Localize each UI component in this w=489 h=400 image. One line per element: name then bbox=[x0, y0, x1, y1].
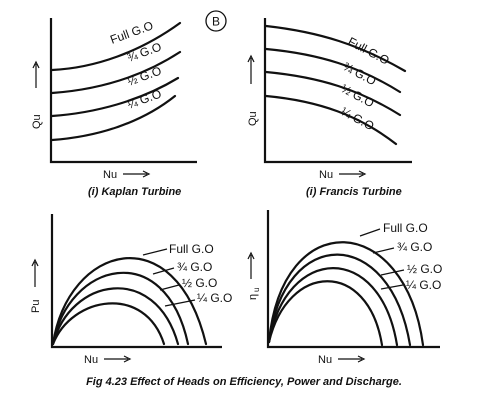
badge: B bbox=[205, 10, 227, 32]
badge-label: B bbox=[212, 15, 220, 29]
power-label-full: Full G.O bbox=[169, 242, 214, 256]
power-curve-3q bbox=[51, 271, 190, 346]
power-label-3q: ¾ G.O bbox=[177, 260, 212, 274]
efficiency-curve-half bbox=[267, 267, 399, 347]
efficiency-ylabel: η u bbox=[247, 288, 261, 300]
kaplan-x-arrow bbox=[123, 170, 151, 178]
power-label-quarter: ¼ G.O bbox=[197, 291, 232, 305]
efficiency-curve-full bbox=[267, 241, 425, 347]
efficiency-pointers bbox=[359, 228, 405, 290]
kaplan-curve-full bbox=[50, 21, 182, 72]
kaplan-curve-half bbox=[50, 76, 180, 118]
francis-x-arrow bbox=[339, 170, 367, 178]
efficiency-x-arrow bbox=[338, 355, 366, 363]
francis-label-quarter: ¼ G.O bbox=[339, 104, 377, 133]
figure-caption: Fig 4.23 Effect of Heads on Efficiency, … bbox=[86, 376, 402, 388]
power-x-arrow bbox=[104, 355, 132, 363]
francis-curve-full bbox=[264, 24, 407, 73]
power-label-half: ½ G.O bbox=[182, 276, 217, 290]
kaplan-label-3q: ¾ G.O bbox=[125, 40, 163, 65]
kaplan-caption: (i) Kaplan Turbine bbox=[88, 186, 181, 198]
kaplan-curve-quarter bbox=[50, 94, 177, 142]
power-y-arrow bbox=[31, 258, 39, 287]
power-xlabel: Nu bbox=[84, 354, 98, 366]
kaplan-curve-3q bbox=[50, 50, 182, 95]
francis-axes bbox=[263, 18, 412, 164]
kaplan-label-half: ½ G.O bbox=[125, 64, 163, 89]
efficiency-label-quarter: ¼ G.O bbox=[406, 278, 441, 292]
power-axes bbox=[50, 214, 222, 349]
power-panel: Full G.O ¾ G.O ½ G.O ¼ G.O Pu Nu bbox=[30, 214, 232, 366]
efficiency-curve-quarter bbox=[267, 280, 384, 347]
efficiency-label-half: ½ G.O bbox=[407, 262, 442, 276]
francis-curve-quarter bbox=[264, 94, 398, 146]
francis-y-arrow bbox=[247, 54, 255, 84]
power-curve-quarter bbox=[51, 302, 166, 346]
kaplan-axes bbox=[49, 18, 197, 164]
kaplan-y-arrow bbox=[32, 60, 40, 88]
efficiency-label-full: Full G.O bbox=[383, 221, 428, 235]
efficiency-xlabel: Nu bbox=[318, 354, 332, 366]
francis-caption: (i) Francis Turbine bbox=[306, 186, 402, 198]
francis-panel: Full G.O ¾ G.O ½ G.O ¼ G.O Qu Nu (i) Fra… bbox=[247, 18, 412, 198]
efficiency-curve-3q bbox=[267, 253, 412, 347]
francis-curve-3q bbox=[264, 47, 402, 94]
efficiency-axes bbox=[266, 210, 440, 349]
efficiency-label-3q: ¾ G.O bbox=[397, 240, 432, 254]
francis-curve-half bbox=[264, 70, 402, 117]
power-ylabel: Pu bbox=[30, 300, 42, 313]
kaplan-panel: Full G.O ¾ G.O ½ G.O ¼ G.O Qu Nu (i) Kap… bbox=[31, 18, 197, 198]
kaplan-ylabel: Qu bbox=[31, 114, 43, 129]
kaplan-xlabel: Nu bbox=[103, 169, 117, 181]
efficiency-ylabel-sub: u bbox=[252, 288, 261, 292]
francis-ylabel: Qu bbox=[247, 111, 259, 126]
francis-xlabel: Nu bbox=[319, 169, 333, 181]
efficiency-panel: Full G.O ¾ G.O ½ G.O ¼ G.O η u Nu bbox=[247, 210, 442, 366]
power-pointers bbox=[142, 248, 196, 307]
power-curve-half bbox=[51, 287, 180, 346]
efficiency-ylabel-eta: η bbox=[247, 294, 259, 300]
efficiency-y-arrow bbox=[247, 251, 255, 279]
